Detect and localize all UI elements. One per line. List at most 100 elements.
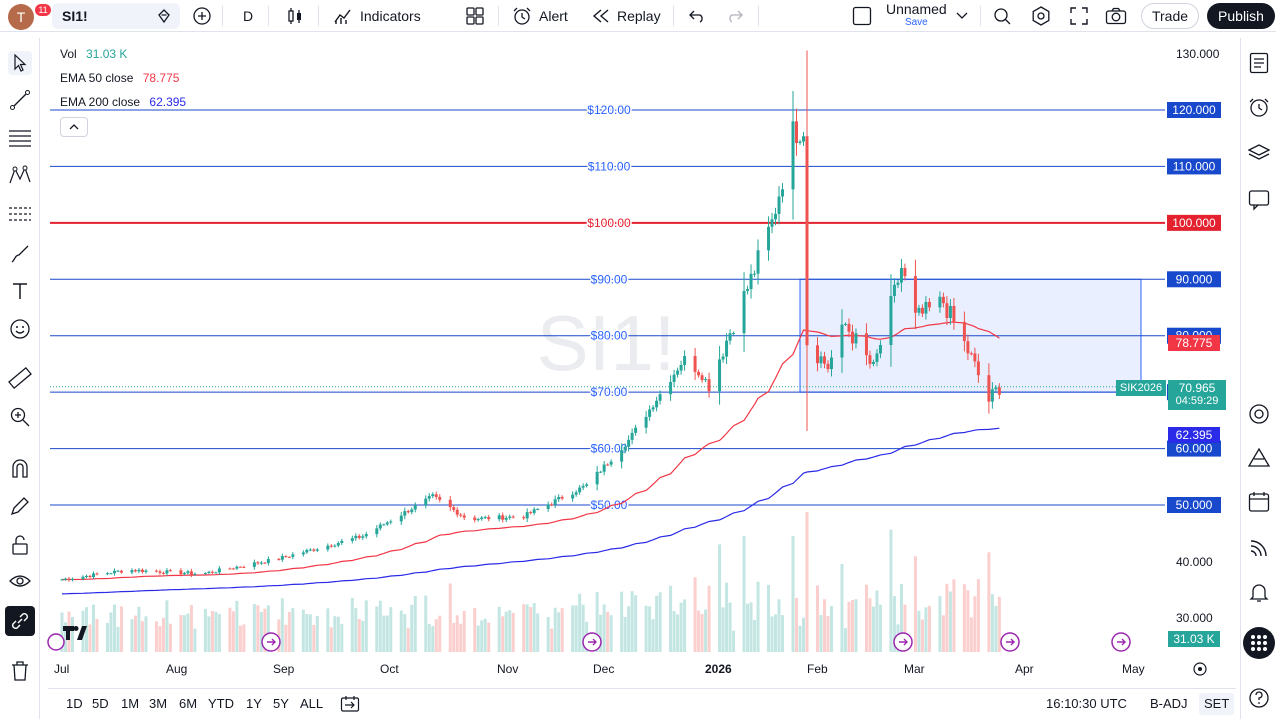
chat-icon[interactable] <box>1247 188 1271 212</box>
candle-body <box>606 464 610 466</box>
volume-bar <box>651 619 655 652</box>
eye-icon[interactable] <box>8 569 32 593</box>
candle-body <box>315 549 319 551</box>
volume-bar <box>749 602 753 652</box>
lock-icon[interactable] <box>8 533 32 557</box>
range-button-6m[interactable]: 6M <box>179 696 198 711</box>
candle-type-icon[interactable] <box>286 0 304 32</box>
trash-icon[interactable] <box>8 659 32 683</box>
trade-button[interactable]: Trade <box>1141 3 1199 29</box>
candle-body <box>655 400 659 408</box>
legend-volume[interactable]: Vol 31.03 K <box>60 47 127 61</box>
price-tick-130: 130.000 <box>1176 47 1220 61</box>
range-button-3m[interactable]: 3M <box>149 696 168 711</box>
legend-collapse-button[interactable] <box>60 117 88 137</box>
legend-ema50[interactable]: EMA 50 close 78.775 <box>60 71 179 85</box>
link-icon[interactable] <box>5 606 35 636</box>
range-button-ytd[interactable]: YTD <box>208 696 234 711</box>
calendar-icon[interactable] <box>1247 490 1271 514</box>
layers-icon[interactable] <box>1247 141 1271 165</box>
prediction-icon[interactable] <box>8 202 32 226</box>
volume-bar <box>634 595 638 652</box>
settings-icon[interactable] <box>1031 0 1051 32</box>
fib-retracement-icon[interactable] <box>8 126 32 150</box>
favorite-icon[interactable] <box>156 8 172 27</box>
volume-bar <box>546 617 550 652</box>
help-icon[interactable] <box>1247 686 1271 710</box>
time-axis-settings-icon[interactable] <box>1192 661 1208 682</box>
candle-body <box>459 514 463 516</box>
indicators-button[interactable]: Indicators <box>333 0 421 32</box>
goto-date-icon[interactable] <box>340 695 360 716</box>
volume-bar <box>962 584 966 652</box>
clock-label[interactable]: 16:10:30 UTC <box>1046 696 1127 711</box>
alert-button[interactable]: Alert <box>512 0 568 32</box>
candle-body <box>627 439 631 447</box>
drawing-mode-icon[interactable] <box>8 494 32 518</box>
layout-name[interactable]: Unnamed Save <box>886 0 947 32</box>
magnet-icon[interactable] <box>8 456 32 480</box>
layout-checkbox[interactable] <box>852 0 872 32</box>
undo-icon[interactable] <box>688 0 706 32</box>
candle-body <box>193 573 197 575</box>
target-icon[interactable] <box>1247 402 1271 426</box>
volume-bar <box>84 607 88 652</box>
layouts-icon[interactable] <box>466 0 484 32</box>
range-button-5d[interactable]: 5D <box>92 696 109 711</box>
volume-bar <box>266 605 270 652</box>
candle-body <box>336 543 340 546</box>
replay-button[interactable]: Replay <box>592 0 661 32</box>
candle-body <box>504 517 508 520</box>
watchlist-icon[interactable] <box>1247 51 1271 75</box>
fullscreen-icon[interactable] <box>1070 0 1088 32</box>
camera-icon[interactable] <box>1105 0 1127 32</box>
range-button-1m[interactable]: 1M <box>121 696 140 711</box>
candle-body <box>501 515 505 520</box>
publish-button[interactable]: Publish <box>1207 3 1275 29</box>
candle-body <box>774 213 778 220</box>
volume-bar <box>462 610 466 652</box>
symbol-search[interactable]: SI1! <box>52 3 180 29</box>
session-button[interactable]: SET <box>1199 693 1235 715</box>
legend-ema200[interactable]: EMA 200 close 62.395 <box>60 95 186 109</box>
cursor-icon[interactable] <box>8 51 32 75</box>
chevron-down-icon[interactable] <box>956 0 968 32</box>
trend-line-icon[interactable] <box>8 88 32 112</box>
range-button-1d[interactable]: 1D <box>66 696 83 711</box>
volume-bar <box>815 585 819 652</box>
apps-icon[interactable] <box>1243 627 1275 659</box>
ideas-icon[interactable] <box>1247 446 1271 470</box>
interval-button[interactable]: D <box>243 8 254 24</box>
candle-body <box>329 545 333 547</box>
range-button-all[interactable]: ALL <box>300 696 324 711</box>
indicators-icon <box>334 9 351 24</box>
candle-body <box>815 345 819 364</box>
candle-body <box>95 573 99 575</box>
add-symbol-icon[interactable] <box>192 0 212 32</box>
candle-body <box>819 356 823 364</box>
emoji-icon[interactable] <box>8 317 32 341</box>
stream-icon[interactable] <box>1247 536 1271 560</box>
adjustment-button[interactable]: B-ADJ <box>1150 696 1188 711</box>
volume-bar <box>455 615 459 652</box>
text-icon[interactable] <box>8 279 32 303</box>
pattern-icon[interactable] <box>8 164 32 188</box>
user-avatar[interactable]: T 11 <box>8 3 52 30</box>
candle-body <box>455 509 459 515</box>
level-label-70: $70.00 <box>591 385 628 399</box>
alerts-icon[interactable] <box>1247 95 1271 119</box>
volume-bars <box>60 512 1001 652</box>
volume-bar <box>364 600 368 652</box>
range-button-1y[interactable]: 1Y <box>246 696 262 711</box>
volume-bar <box>399 610 403 652</box>
redo-icon[interactable] <box>726 0 744 32</box>
ruler-icon[interactable] <box>8 366 32 390</box>
brush-icon[interactable] <box>8 242 32 266</box>
notifications-icon[interactable] <box>1247 580 1271 604</box>
volume-bar <box>620 591 624 652</box>
level-tag-bg-90 <box>1167 271 1221 288</box>
range-button-5y[interactable]: 5Y <box>273 696 289 711</box>
zoom-icon[interactable] <box>8 405 32 429</box>
quick-search-icon[interactable] <box>992 0 1012 32</box>
